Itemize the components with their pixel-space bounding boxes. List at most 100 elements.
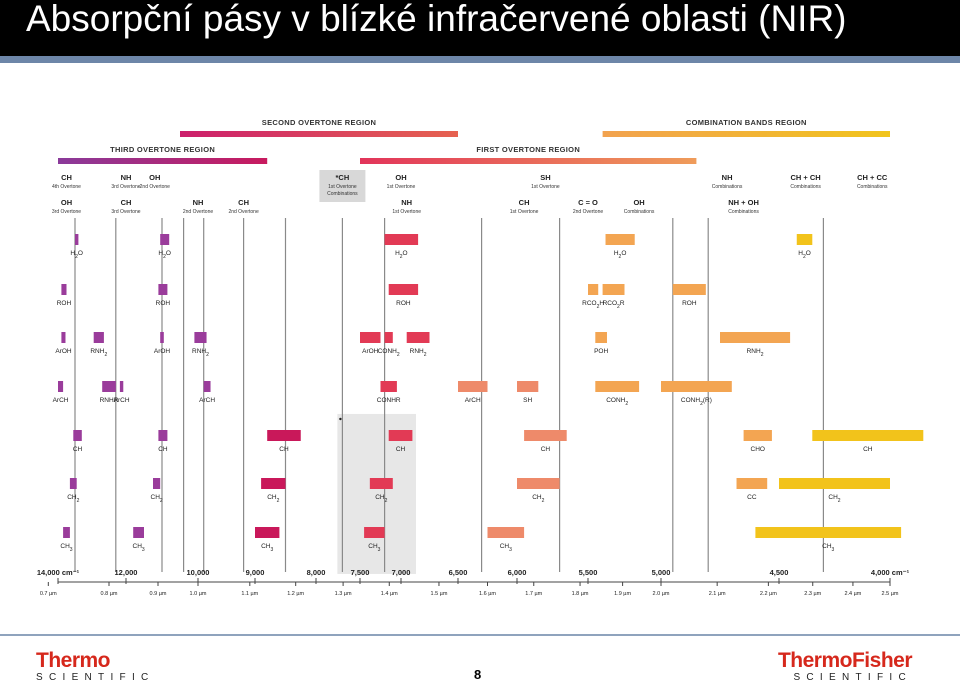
logo-left-main: Thermo: [36, 649, 111, 672]
band-header-14: CH: [519, 198, 530, 207]
band-label-r1-1: ROH: [156, 300, 171, 307]
band-header-3: *CH: [336, 173, 350, 182]
band-bar-r1-3: [588, 284, 599, 295]
band-bar-r5-6: [779, 478, 890, 489]
logo-right-sub: SCIENTIFIC: [793, 672, 912, 683]
logo-left-sub: SCIENTIFIC: [36, 672, 155, 683]
band-bar-r0-0: [75, 234, 79, 245]
wn-label-4: 8,000: [307, 568, 326, 577]
band-bar-r4-6: [812, 430, 924, 441]
band-header-9: OH: [61, 198, 72, 207]
band-label-r2-3: RNH2: [192, 348, 209, 358]
band-header-sub-3: 1st Overtone: [328, 184, 357, 190]
band-bar-r4-4: [524, 430, 567, 441]
band-bar-r1-4: [602, 284, 625, 295]
wl-label-17: 2.4 µm: [844, 591, 861, 597]
band-bar-r5-0: [69, 478, 77, 489]
thermofisher-scientific-logo: ThermoFisher SCIENTIFIC: [777, 649, 913, 684]
band-label-r0-0: H2O: [70, 250, 83, 260]
band-header-sub-0: 4th Overtone: [52, 184, 81, 190]
band-label-r5-4: CH2: [532, 494, 544, 504]
band-header-sub-15: 2nd Overtone: [573, 209, 604, 215]
band-bar-r4-1: [158, 430, 168, 441]
band-header-13: NH: [401, 198, 412, 207]
band-header-sub-16: Combinations: [624, 209, 655, 215]
band-bar-r3-4: [380, 381, 397, 392]
band-header-4: OH: [395, 173, 406, 182]
wl-label-1: 0.8 µm: [101, 591, 118, 597]
band-bar-r4-2: [267, 430, 301, 441]
band-label-r4-4: CH: [541, 446, 551, 453]
band-bar-r3-1: [102, 381, 116, 392]
band-header-15: C = O: [578, 198, 598, 207]
band-header-sub-13: 1st Overtone: [392, 209, 421, 215]
wn-label-5: 7,500: [351, 568, 370, 577]
thermo-scientific-logo: Thermo SCIENTIFIC: [36, 650, 155, 684]
band-bar-r1-0: [61, 284, 67, 295]
wn-label-9: 5,500: [579, 568, 598, 577]
band-header-16: OH: [633, 198, 644, 207]
region-label-0: SECOND OVERTONE REGION: [262, 118, 376, 127]
band-header-sub-7: Combinations: [790, 184, 821, 190]
band-bar-r2-7: [595, 332, 607, 343]
band-bar-r6-3: [364, 527, 385, 538]
band-header-sub-4: 1st Overtone: [387, 184, 416, 190]
band-label-r2-1: RNH2: [90, 348, 107, 358]
band-label-r3-3: ArCH: [199, 397, 215, 404]
wn-label-11: 4,500: [770, 568, 789, 577]
band-bar-r3-7: [595, 381, 640, 392]
band-bar-r2-2: [160, 332, 164, 343]
wn-label-1: 12,000: [115, 568, 138, 577]
band-header-6: NH: [722, 173, 733, 182]
band-bar-r1-1: [158, 284, 168, 295]
wn-label-10: 5,000: [652, 568, 671, 577]
wl-label-4: 1.1 µm: [241, 591, 258, 597]
band-bar-r2-4: [360, 332, 381, 343]
wl-label-0: 0.7 µm: [40, 591, 57, 597]
band-bar-r1-5: [672, 284, 706, 295]
band-header-12: CH: [238, 198, 249, 207]
wl-label-10: 1.7 µm: [525, 591, 542, 597]
band-bar-r3-5: [458, 381, 488, 392]
band-label-r2-2: ArOH: [154, 348, 171, 355]
band-header-2: OH: [149, 173, 160, 182]
band-bar-r3-2: [119, 381, 124, 392]
shaded-band-marker: [339, 417, 342, 421]
band-header-sub-11: 2nd Overtone: [183, 209, 214, 215]
band-bar-r6-1: [133, 527, 144, 538]
band-bar-r5-3: [369, 478, 393, 489]
band-bar-r6-5: [755, 527, 902, 538]
band-label-r6-3: CH3: [368, 543, 380, 553]
wn-label-7: 6,500: [449, 568, 468, 577]
region-bar-0: [180, 131, 458, 137]
band-header-11: NH: [193, 198, 204, 207]
band-label-r2-8: RNH2: [747, 348, 764, 358]
band-label-r3-8: CONH2(R): [681, 397, 712, 407]
band-header-17: NH + OH: [728, 198, 759, 207]
band-bar-r3-3: [203, 381, 211, 392]
logo-right-main: ThermoFisher: [777, 649, 913, 672]
band-bar-r4-0: [73, 430, 82, 441]
band-bar-r5-5: [736, 478, 768, 489]
wn-label-12: 4,000 cm⁻¹: [871, 568, 910, 577]
wl-label-9: 1.6 µm: [479, 591, 496, 597]
wl-label-5: 1.2 µm: [287, 591, 304, 597]
band-label-r2-0: ArOH: [55, 348, 72, 355]
band-label-r3-4: CONHR: [377, 397, 401, 404]
wl-label-14: 2.1 µm: [709, 591, 726, 597]
band-label-r4-0: CH: [73, 446, 83, 453]
wl-label-8: 1.5 µm: [430, 591, 447, 597]
band-bar-r2-3: [194, 332, 207, 343]
wl-label-12: 1.9 µm: [614, 591, 631, 597]
band-label-r6-2: CH3: [261, 543, 273, 553]
wn-label-2: 10,000: [187, 568, 210, 577]
wl-label-13: 2.0 µm: [653, 591, 670, 597]
wl-label-16: 2.3 µm: [804, 591, 821, 597]
band-label-r1-3: RCO2H: [582, 300, 604, 310]
band-header-0: CH: [61, 173, 72, 182]
region-label-3: FIRST OVERTONE REGION: [476, 145, 580, 154]
band-label-r0-2: H2O: [395, 250, 408, 260]
band-label-r5-3: CH2: [375, 494, 387, 504]
band-header-7: CH + CH: [791, 173, 821, 182]
region-label-2: THIRD OVERTONE REGION: [110, 145, 215, 154]
